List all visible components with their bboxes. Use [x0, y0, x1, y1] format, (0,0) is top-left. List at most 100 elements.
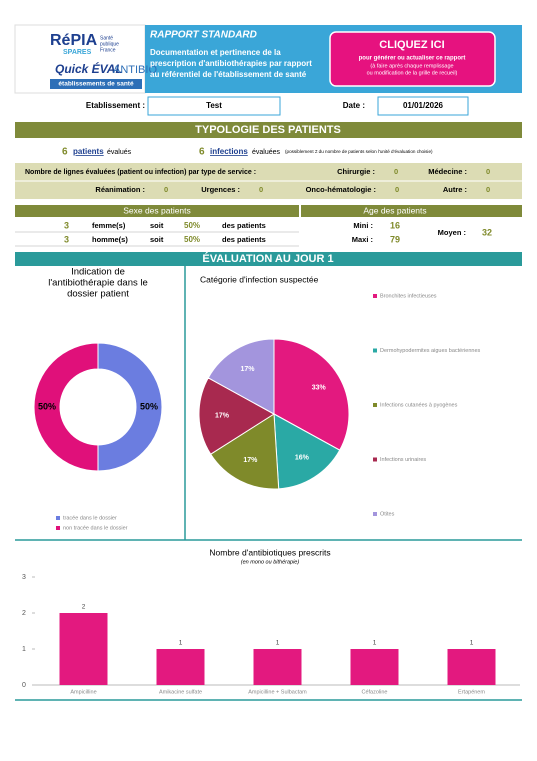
y-tick-label: 1: [22, 646, 26, 653]
x-tick-label: Ampicilline + Sulbactam: [248, 689, 307, 695]
chart-title: Catégorie d'infection suspectée: [200, 274, 319, 284]
field-value: 01/01/2026: [403, 101, 444, 110]
slice: [198, 377, 275, 455]
slice: [273, 338, 350, 451]
report-description: au référentiel de l'établissement de san…: [150, 70, 307, 79]
slice: [97, 342, 163, 472]
legend-swatch: [373, 403, 377, 407]
logo-tag-band: [50, 79, 142, 89]
bar: [253, 649, 302, 685]
service-name: Autre :: [443, 185, 467, 194]
slice: [207, 338, 275, 415]
chart-title: dossier patient: [67, 289, 129, 300]
service-name: Médecine :: [428, 167, 467, 176]
value-label: 1: [179, 640, 183, 647]
bar: [447, 649, 496, 685]
slice-label: 17%: [215, 412, 230, 419]
count-label: patients: [73, 147, 104, 156]
y-tick-label: 0: [22, 682, 26, 689]
slice-label: 33%: [312, 384, 327, 391]
legend-label: non tracée dans le dossier: [63, 525, 128, 531]
logo-tagline: établissements de santé: [58, 81, 134, 88]
age-value: 16: [390, 220, 400, 230]
y-tick-label: 3: [22, 574, 26, 581]
establishment-box: [147, 96, 281, 116]
report-description: Documentation et pertinence de la: [150, 48, 281, 57]
logo-name: RéPIA: [50, 32, 98, 49]
slice-label: 17%: [241, 366, 256, 373]
sex-percent: 50%: [184, 235, 200, 244]
section-bar: [15, 252, 522, 266]
legend-label: Infections cutanées à pyogènes: [380, 402, 458, 408]
legend-label: Bronchites infectieuses: [380, 293, 437, 299]
age-label: Maxi :: [352, 235, 373, 244]
chart-subtitle: (en mono ou bithérapie): [241, 559, 300, 565]
slice: [273, 413, 341, 490]
button-text: (à faire après chaque remplissage: [370, 63, 453, 69]
service-name: Réanimation :: [95, 185, 145, 194]
slice: [209, 413, 280, 490]
sex-link: soit: [150, 221, 164, 230]
logo-sub: SPARES: [63, 49, 92, 56]
x-tick-label: Ertapénem: [458, 689, 485, 695]
services-label: Nombre de lignes évaluées (patient ou in…: [25, 169, 256, 176]
service-value: 0: [394, 167, 398, 176]
logo-partner: Santé: [100, 35, 113, 41]
count-suffix: évalués: [107, 149, 132, 156]
slice-label: 17%: [243, 457, 258, 464]
age-label: Mini :: [353, 221, 373, 230]
chart-title: l'antibiothérapie dans le: [48, 278, 148, 289]
service-value: 0: [259, 185, 263, 194]
report-title: RAPPORT STANDARD: [150, 30, 257, 41]
legend-label: Infections urinaires: [380, 457, 426, 463]
sex-count: 3: [64, 234, 69, 244]
sex-suffix: des patients: [222, 235, 266, 244]
sex-link: soit: [150, 235, 164, 244]
sex-bar: [15, 205, 299, 217]
button-label: CLIQUEZ ICI: [379, 39, 444, 51]
sex-label: femme(s): [92, 221, 126, 230]
count-note: (possiblement ≠ du nombre de patients se…: [285, 149, 433, 154]
refresh-button[interactable]: [329, 31, 496, 87]
bar: [350, 649, 399, 685]
count-suffix: évaluées: [252, 149, 281, 156]
slice-label: 16%: [295, 455, 310, 462]
x-tick-label: Amikacine sulfate: [159, 689, 202, 695]
age-bar: [301, 205, 522, 217]
value-label: 1: [470, 640, 474, 647]
legend-label: Dermohypodermites aigues bactériennes: [380, 348, 481, 354]
legend-swatch: [373, 457, 377, 462]
age-value: 79: [390, 234, 400, 244]
y-tick-label: 2: [22, 610, 26, 617]
count: 6: [199, 147, 205, 158]
chart-title: Indication de: [71, 267, 125, 278]
report-description: prescription d'antibiothérapies par rapp…: [150, 59, 312, 68]
legend-label: Otites: [380, 511, 395, 517]
service-value: 0: [486, 185, 490, 194]
service-value: 0: [486, 167, 490, 176]
service-name: Chirurgie :: [337, 167, 375, 176]
legend-swatch: [373, 512, 377, 516]
slice-label: 50%: [38, 401, 56, 411]
sex-count: 3: [64, 220, 69, 230]
slice: [33, 342, 99, 472]
section-bar: [15, 122, 522, 138]
service-name: Urgences :: [201, 185, 240, 194]
x-tick-label: Ampicilline: [70, 689, 96, 695]
count: 6: [62, 147, 68, 158]
sex-suffix: des patients: [222, 221, 266, 230]
service-value: 0: [164, 185, 168, 194]
field-value: Test: [206, 101, 222, 110]
legend-swatch: [373, 348, 377, 353]
logo-product: Quick ÉVAL: [55, 61, 123, 76]
legend-label: tracée dans le dossier: [63, 515, 117, 521]
count-label: infections: [210, 147, 248, 156]
legend-swatch: [373, 294, 377, 298]
legend-swatch: [56, 516, 60, 520]
chart-title: Nombre d'antibiotiques prescrits: [209, 547, 330, 557]
subsection-title: Age des patients: [363, 205, 426, 215]
subsection-title: Sexe des patients: [123, 205, 191, 215]
x-tick-label: Céfazoline: [362, 689, 388, 695]
